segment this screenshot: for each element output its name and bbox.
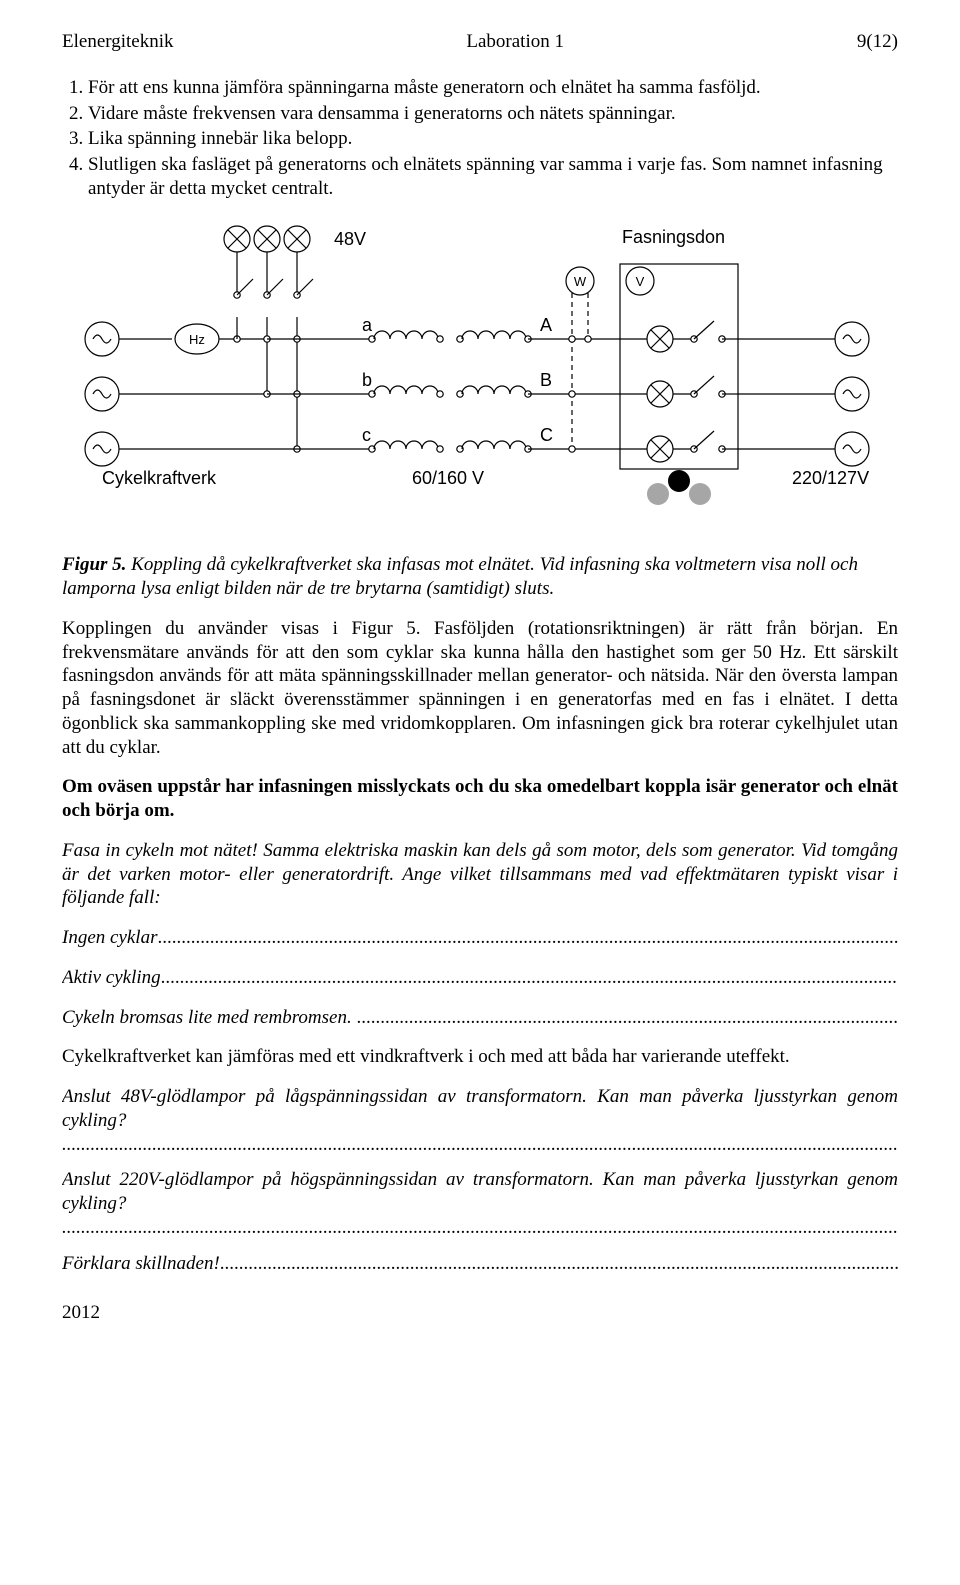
list-item: Vidare måste frekvensen vara densamma i … (88, 102, 898, 126)
label-220-127: 220/127V (792, 468, 869, 488)
paragraph-5: Anslut 48V-glödlampor på lågspänningssid… (62, 1085, 898, 1156)
fill-line-3: Cykeln bromsas lite med rembromsen. ....… (62, 1006, 898, 1030)
hz-label: Hz (189, 332, 205, 347)
header-right: 9(12) (857, 30, 898, 54)
label-A: A (540, 315, 552, 335)
numbered-list: För att ens kunna jämföra spänningarna m… (62, 76, 898, 201)
fill-line-1: Ingen cyklar ...........................… (62, 926, 898, 950)
label-b: b (362, 370, 372, 390)
p6-text: Anslut 220V-glödlampor på högspänningssi… (62, 1169, 898, 1214)
caption-prefix: Figur 5. (62, 554, 126, 575)
caption-text: Koppling då cykelkraftverket ska infasas… (62, 554, 858, 599)
paragraph-1: Kopplingen du använder visas i Figur 5. … (62, 617, 898, 760)
dots: ........................................… (220, 1252, 898, 1276)
label-V: V (636, 274, 645, 289)
dots: ........................................… (161, 966, 898, 990)
fill-label: Cykeln bromsas lite med rembromsen. (62, 1007, 356, 1028)
label-C: C (540, 425, 553, 445)
header-center: Laboration 1 (466, 30, 564, 54)
label-60-160: 60/160 V (412, 468, 484, 488)
paragraph-3-italic: Fasa in cykeln mot nätet! Samma elektris… (62, 839, 898, 910)
label-a: a (362, 315, 373, 335)
fill-label: Aktiv cykling (62, 967, 161, 988)
p5-text: Anslut 48V-glödlampor på lågspänningssid… (62, 1086, 898, 1131)
page-header: Elenergiteknik Laboration 1 9(12) (62, 30, 898, 54)
list-item: För att ens kunna jämföra spänningarna m… (88, 76, 898, 100)
circuit-diagram: Hz 48V (62, 209, 898, 536)
label-W: W (574, 274, 587, 289)
list-item: Slutligen ska fasläget på generatorns oc… (88, 153, 898, 201)
p7-text: Förklara skillnaden! (62, 1253, 220, 1274)
header-left: Elenergiteknik (62, 30, 174, 54)
fill-label: Ingen cyklar (62, 927, 157, 948)
label-c: c (362, 425, 371, 445)
paragraph-6: Anslut 220V-glödlampor på högspänningssi… (62, 1168, 898, 1239)
dots: ........................................… (157, 926, 898, 950)
label-48v: 48V (334, 229, 366, 249)
fill-line-2: Aktiv cykling ..........................… (62, 966, 898, 990)
figure-caption: Figur 5. Koppling då cykelkraftverket sk… (62, 553, 898, 601)
list-item: Lika spänning innebär lika belopp. (88, 127, 898, 151)
dots: ........................................… (62, 1133, 898, 1157)
dots: ........................................… (62, 1216, 898, 1240)
paragraph-2-bold: Om oväsen uppstår har infasningen missly… (62, 775, 898, 823)
dots: ........................................… (356, 1006, 898, 1030)
label-cykelkraftverk: Cykelkraftverk (102, 468, 217, 488)
label-fasningsdon: Fasningsdon (622, 227, 725, 247)
label-B: B (540, 370, 552, 390)
footer-year: 2012 (62, 1301, 898, 1325)
paragraph-7: Förklara skillnaden! ...................… (62, 1252, 898, 1276)
paragraph-4: Cykelkraftverket kan jämföras med ett vi… (62, 1045, 898, 1069)
